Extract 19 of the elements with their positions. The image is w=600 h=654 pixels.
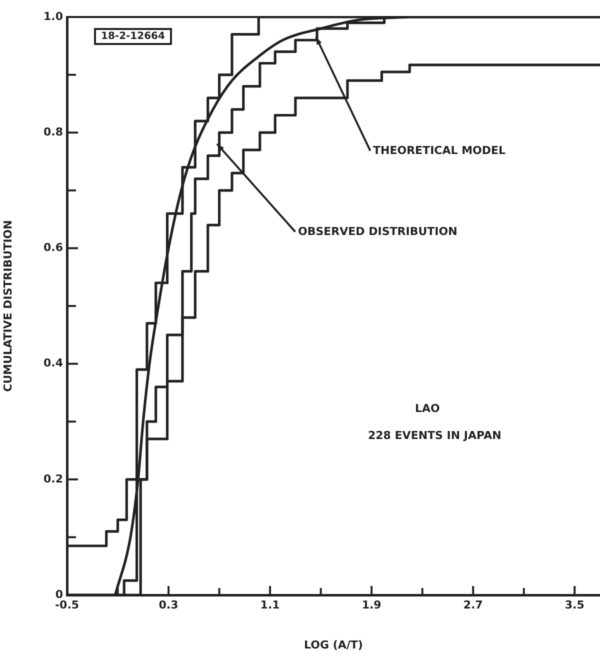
y-axis-title: CUMULATIVE DISTRIBUTION: [1, 220, 14, 392]
x-tick-label: 2.7: [463, 598, 483, 612]
y-tick-label: 0: [55, 588, 64, 601]
annotation: 18-2-12664: [94, 28, 172, 45]
x-tick-label: -0.5: [54, 598, 80, 612]
x-tick-label: 0.3: [158, 598, 178, 612]
x-tick-label: 1.9: [362, 598, 382, 612]
x-tick-label: 1.1: [260, 598, 280, 612]
y-tick-label: 0.4: [44, 356, 64, 370]
annotation: OBSERVED DISTRIBUTION: [298, 225, 458, 238]
annotation: LAO: [415, 402, 440, 415]
annotation: 228 EVENTS IN JAPAN: [368, 429, 502, 442]
x-tick-label: 3.5: [564, 598, 584, 612]
y-tick-label: 0.6: [44, 241, 64, 254]
annotation: THEORETICAL MODEL: [373, 144, 506, 157]
y-tick-label: 1.0: [44, 10, 64, 23]
x-axis-title: LOG (A/T): [304, 638, 363, 652]
y-tick-label: 0.8: [44, 125, 63, 138]
y-tick-label: 0.2: [44, 472, 63, 486]
